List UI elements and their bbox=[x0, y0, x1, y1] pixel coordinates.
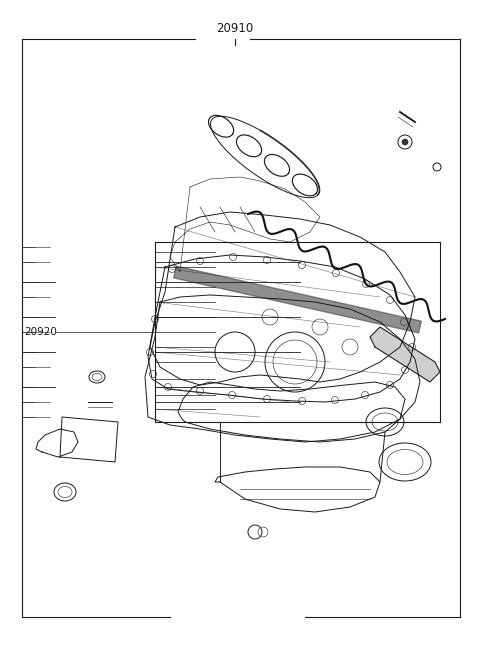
Circle shape bbox=[402, 139, 408, 145]
Polygon shape bbox=[370, 327, 440, 382]
Polygon shape bbox=[174, 266, 421, 333]
Text: 20910: 20910 bbox=[216, 22, 253, 35]
Text: 20920: 20920 bbox=[24, 327, 57, 337]
